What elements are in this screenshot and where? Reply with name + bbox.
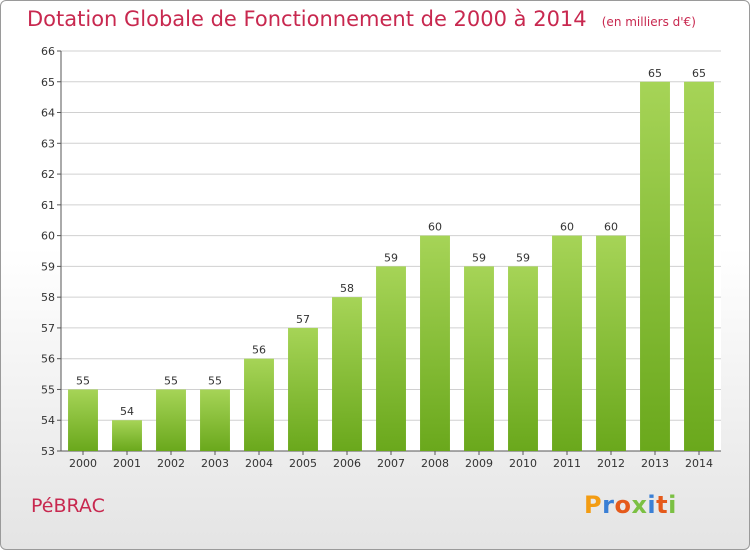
chart-title: Dotation Globale de Fonctionnement de 20… bbox=[27, 7, 696, 31]
logo-letter-i: i bbox=[647, 491, 657, 519]
data-label-2002: 55 bbox=[164, 374, 178, 387]
y-tick-label: 56 bbox=[41, 353, 55, 366]
x-tick-label-2012: 2012 bbox=[597, 457, 625, 470]
logo-letter-t: t bbox=[656, 491, 669, 519]
y-tick-label: 64 bbox=[41, 107, 55, 120]
data-label-2004: 56 bbox=[252, 344, 266, 357]
data-label-2005: 57 bbox=[296, 313, 310, 326]
x-tick-label-2014: 2014 bbox=[685, 457, 713, 470]
bar-2004 bbox=[244, 358, 274, 451]
bar-2012 bbox=[596, 235, 626, 451]
y-tick-label: 54 bbox=[41, 414, 55, 427]
unit-note: (en milliers d'€) bbox=[601, 15, 696, 29]
x-tick-label-2001: 2001 bbox=[113, 457, 141, 470]
y-tick-label: 62 bbox=[41, 168, 55, 181]
title-main: Dotation Globale de Fonctionnement de 20… bbox=[27, 7, 587, 31]
x-tick-label-2008: 2008 bbox=[421, 457, 449, 470]
bar-2013 bbox=[640, 81, 670, 452]
y-tick-label: 57 bbox=[41, 322, 55, 335]
bar-2010 bbox=[508, 266, 538, 451]
x-tick-label-2011: 2011 bbox=[553, 457, 581, 470]
y-tick-label: 59 bbox=[41, 260, 55, 273]
data-label-2010: 59 bbox=[516, 251, 530, 264]
x-tick-label-2009: 2009 bbox=[465, 457, 493, 470]
x-tick-label-2013: 2013 bbox=[641, 457, 669, 470]
logo-letter-o: o bbox=[614, 491, 632, 519]
bar-2002 bbox=[156, 389, 186, 451]
bar-2008 bbox=[420, 235, 450, 451]
data-label-2009: 59 bbox=[472, 251, 486, 264]
logo-letter-x: x bbox=[631, 491, 648, 519]
data-label-2006: 58 bbox=[340, 282, 354, 295]
data-label-2001: 54 bbox=[120, 405, 134, 418]
bar-2003 bbox=[200, 389, 230, 451]
y-tick-label: 53 bbox=[41, 445, 55, 458]
data-label-2003: 55 bbox=[208, 374, 222, 387]
y-tick-label: 61 bbox=[41, 199, 55, 212]
data-label-2013: 65 bbox=[648, 67, 662, 80]
bar-2009 bbox=[464, 266, 494, 451]
bar-2014 bbox=[684, 81, 714, 452]
y-tick-label: 60 bbox=[41, 230, 55, 243]
bar-2000 bbox=[68, 389, 98, 451]
bar-2006 bbox=[332, 297, 362, 451]
data-label-2014: 65 bbox=[692, 67, 706, 80]
bar-layer bbox=[68, 81, 714, 452]
y-tick-label: 66 bbox=[41, 45, 55, 58]
data-label-2000: 55 bbox=[76, 374, 90, 387]
x-tick-label-2006: 2006 bbox=[333, 457, 361, 470]
data-label-2007: 59 bbox=[384, 251, 398, 264]
bar-2005 bbox=[288, 327, 318, 451]
proxiti-logo[interactable]: Proxiti bbox=[584, 491, 677, 519]
x-tick-label-2004: 2004 bbox=[245, 457, 273, 470]
bar-2007 bbox=[376, 266, 406, 451]
x-tick-label-2007: 2007 bbox=[377, 457, 405, 470]
x-tick-label-2003: 2003 bbox=[201, 457, 229, 470]
y-tick-label: 63 bbox=[41, 137, 55, 150]
y-tick-label: 55 bbox=[41, 383, 55, 396]
y-tick-label: 65 bbox=[41, 76, 55, 89]
bar-2011 bbox=[552, 235, 582, 451]
logo-letter-r: r bbox=[602, 491, 615, 519]
label-layer: 55 54 55 55 56 57 58 59 60 59 59 60 60 65 65 bbox=[76, 67, 706, 418]
x-tick-label-2005: 2005 bbox=[289, 457, 317, 470]
data-label-2008: 60 bbox=[428, 221, 442, 234]
commune-name: PéBRAC bbox=[31, 495, 105, 517]
data-label-2011: 60 bbox=[560, 221, 574, 234]
x-tick-label-2000: 2000 bbox=[69, 457, 97, 470]
logo-letter-p: P bbox=[584, 491, 603, 519]
bar-2001 bbox=[112, 420, 142, 451]
logo-letter-i2: i bbox=[668, 491, 677, 519]
data-label-2012: 60 bbox=[604, 221, 618, 234]
x-tick-label-2002: 2002 bbox=[157, 457, 185, 470]
y-tick-label: 58 bbox=[41, 291, 55, 304]
x-tick-label-2010: 2010 bbox=[509, 457, 537, 470]
